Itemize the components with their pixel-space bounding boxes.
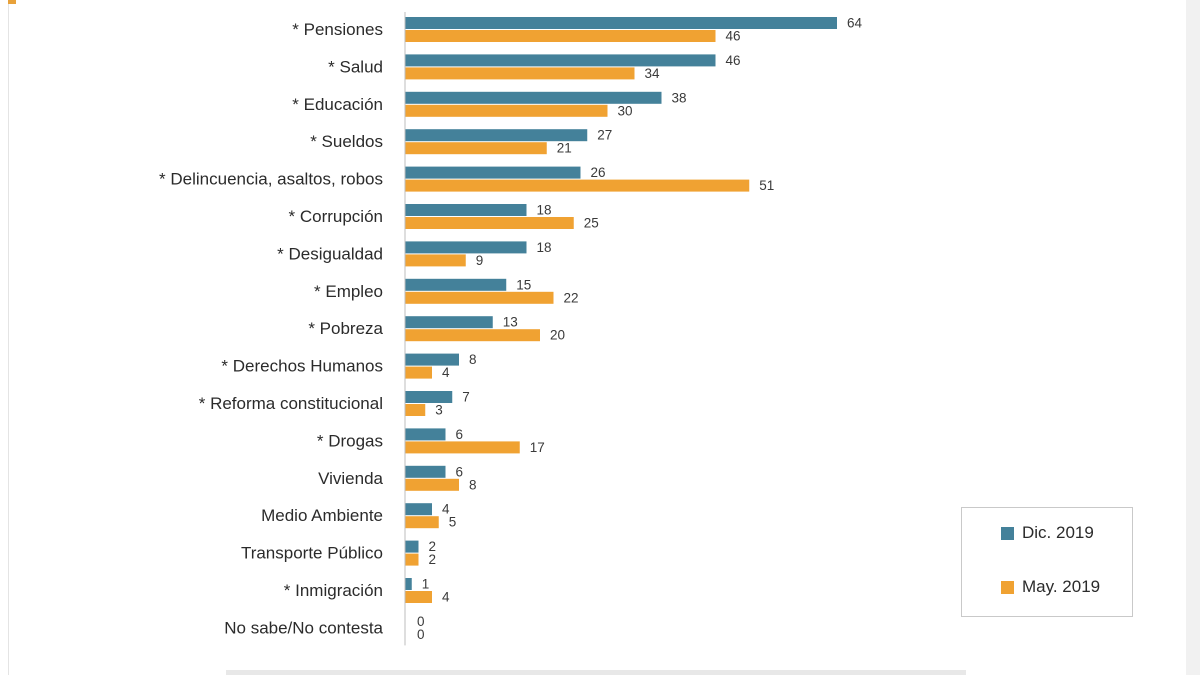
bar-may-2019: [405, 516, 439, 529]
category-label: * Pensiones: [292, 20, 383, 39]
bar-dic-2019: [405, 91, 662, 104]
legend-item-may-2019: May. 2019: [962, 575, 1100, 599]
bar-dic-2019: [405, 241, 527, 254]
bar-may-2019: [405, 104, 608, 117]
legend-swatch-dic-2019: [1001, 526, 1014, 540]
value-label: 7: [462, 390, 470, 405]
category-label: * Salud: [328, 57, 383, 76]
category-labels: * Pensiones * Salud * Educación * Sueldos * …: [159, 20, 384, 637]
bar-may-2019: [405, 142, 547, 155]
legend-label-may-2019: May. 2019: [1022, 577, 1101, 596]
value-label: 18: [537, 203, 552, 218]
value-label: 3: [435, 403, 443, 418]
category-label: * Educación: [292, 95, 383, 114]
value-label: 64: [847, 16, 863, 31]
value-label: 22: [564, 290, 579, 305]
bar-dic-2019: [405, 278, 507, 291]
value-label: 46: [726, 29, 741, 44]
corner-accent: [8, 0, 16, 4]
bar-may-2019: [405, 404, 426, 416]
bar-may-2019: [405, 591, 432, 603]
page-edge: [1186, 0, 1200, 675]
category-label: * Delincuencia, asaltos, robos: [159, 170, 383, 189]
legend-item-dic-2019: Dic. 2019: [962, 521, 1094, 545]
category-label: * Sueldos: [310, 132, 383, 151]
value-label: 1: [422, 577, 430, 592]
bar-dic-2019: [405, 391, 453, 403]
bar-may-2019: [405, 478, 459, 491]
category-label: * Drogas: [317, 431, 383, 450]
value-label: 38: [672, 90, 687, 105]
value-label: 8: [469, 477, 477, 492]
legend: Dic. 2019 May. 2019: [961, 507, 1133, 617]
value-label: 20: [550, 328, 565, 343]
bar-may-2019: [405, 179, 750, 192]
bar-dic-2019: [405, 428, 446, 441]
category-label: * Empleo: [314, 282, 383, 301]
category-label: * Pobreza: [308, 319, 383, 338]
value-label: 18: [537, 240, 552, 255]
bar-may-2019: [405, 254, 466, 267]
bar-dic-2019: [405, 353, 459, 366]
value-label: 17: [530, 440, 545, 455]
legend-label-dic-2019: Dic. 2019: [1022, 523, 1094, 542]
bar-dic-2019: [405, 503, 432, 516]
value-label: 9: [476, 253, 484, 268]
bar-may-2019: [405, 291, 554, 304]
value-label: 13: [503, 315, 518, 330]
bar-may-2019: [405, 441, 520, 454]
category-label: * Inmigración: [284, 581, 383, 600]
value-label: 6: [456, 427, 464, 442]
bars: [405, 17, 837, 603]
category-label: * Reforma constitucional: [199, 394, 383, 413]
value-label: 30: [618, 103, 633, 118]
bar-may-2019: [405, 30, 716, 42]
bar-may-2019: [405, 217, 574, 229]
value-label: 2: [429, 552, 437, 567]
bar-may-2019: [405, 67, 635, 80]
category-label: * Corrupción: [289, 207, 384, 226]
category-label: Transporte Público: [241, 544, 383, 563]
category-label: Vivienda: [318, 469, 383, 488]
value-label: 51: [759, 178, 774, 193]
value-label: 15: [516, 277, 531, 292]
footnote-blurred: [226, 670, 966, 675]
value-label: 4: [442, 502, 450, 517]
value-labels: 6446463438302721265118251891522132084736…: [417, 16, 863, 642]
category-label: No sabe/No contesta: [224, 618, 383, 637]
value-label: 5: [449, 515, 457, 530]
bar-may-2019: [405, 329, 540, 342]
value-label: 27: [597, 128, 612, 143]
bar-dic-2019: [405, 465, 446, 478]
bar-dic-2019: [405, 54, 716, 67]
bar-dic-2019: [405, 578, 412, 590]
bar-dic-2019: [405, 166, 581, 179]
value-label: 25: [584, 216, 599, 231]
legend-swatch-may-2019: [1001, 580, 1014, 594]
category-label: Medio Ambiente: [261, 506, 383, 525]
value-label: 4: [442, 365, 450, 380]
bar-dic-2019: [405, 129, 588, 142]
bar-may-2019: [405, 366, 432, 379]
bar-dic-2019: [405, 17, 837, 29]
value-label: 0: [417, 614, 425, 629]
value-label: 0: [417, 627, 425, 642]
value-label: 46: [726, 53, 741, 68]
bar-dic-2019: [405, 316, 493, 329]
value-label: 6: [456, 464, 464, 479]
value-label: 26: [591, 165, 606, 180]
bar-may-2019: [405, 553, 419, 566]
value-label: 21: [557, 141, 572, 156]
category-label: * Derechos Humanos: [221, 357, 383, 376]
value-label: 4: [442, 590, 450, 605]
value-label: 2: [429, 539, 437, 554]
value-label: 34: [645, 66, 661, 81]
category-label: * Desigualdad: [277, 244, 383, 263]
bar-dic-2019: [405, 540, 419, 553]
value-label: 8: [469, 352, 477, 367]
bar-dic-2019: [405, 204, 527, 216]
